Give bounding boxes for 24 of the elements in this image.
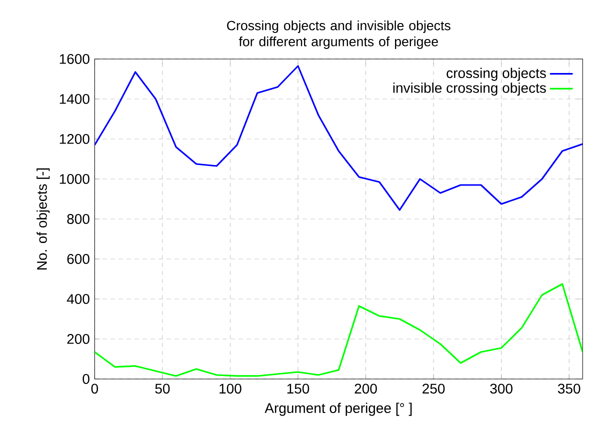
legend-label: crossing objects	[446, 68, 546, 81]
chart-title: Crossing objects and invisible objects for different arguments of perigee	[227, 20, 450, 49]
y-tick-label: 1600	[60, 54, 90, 64]
x-tick-label: 250	[422, 384, 445, 394]
x-tick-label: 50	[155, 384, 170, 394]
y-axis-title: No. of objects [-]	[36, 168, 50, 270]
x-tick-label: 0	[91, 384, 98, 394]
x-tick-label: 150	[287, 384, 310, 394]
x-tick-label: 200	[354, 384, 377, 394]
y-tick-label: 200	[67, 334, 90, 344]
y-tick-label: 800	[67, 214, 90, 224]
y-tick-label: 600	[67, 254, 90, 264]
y-tick-label: 1000	[60, 174, 90, 184]
x-axis-title: Argument of perigee [° ]	[264, 402, 412, 416]
x-tick-label: 100	[220, 384, 242, 394]
y-tick-label: 400	[66, 294, 90, 304]
legend-label: invisible crossing objects	[393, 82, 546, 96]
y-tick-label: 1400	[60, 94, 90, 104]
x-tick-label: 300	[490, 384, 512, 394]
x-tick-label: 350	[558, 384, 580, 394]
line-series	[94, 65, 583, 211]
line-series	[94, 283, 583, 377]
y-tick-label: 0	[82, 374, 90, 384]
y-tick-label: 1200	[60, 134, 90, 144]
